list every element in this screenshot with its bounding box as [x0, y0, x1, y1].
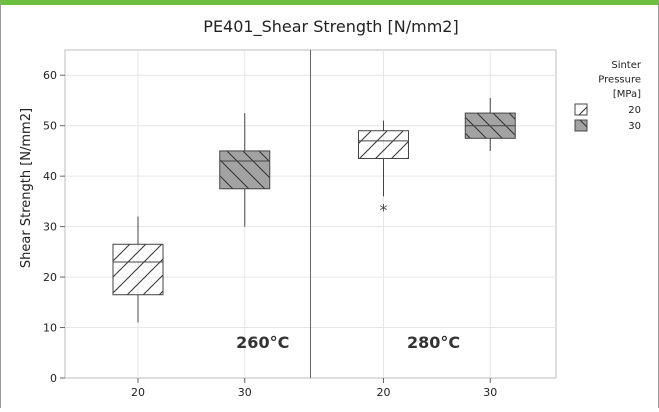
legend-label: 30 — [628, 121, 641, 132]
legend-swatch — [574, 103, 588, 116]
legend-title: [MPa] — [613, 89, 641, 100]
chart-title: PE401_Shear Strength [N/mm2] — [203, 17, 458, 37]
outlier-marker: * — [380, 200, 388, 219]
legend-title: Sinter — [611, 60, 642, 71]
y-tick-label: 20 — [43, 271, 57, 284]
x-tick-label: 20 — [131, 386, 145, 399]
y-tick-label: 10 — [43, 322, 57, 335]
legend-label: 20 — [628, 105, 641, 116]
x-tick-label: 30 — [238, 386, 252, 399]
y-tick-label: 50 — [43, 120, 57, 133]
box-iqr — [219, 150, 271, 190]
boxplot-chart: PE401_Shear Strength [N/mm2] Shear Stren… — [19, 17, 642, 399]
y-axis-label: Shear Strength [N/mm2] — [19, 108, 34, 268]
legend-swatch — [574, 119, 588, 132]
legend-title: Pressure — [598, 75, 641, 86]
box-iqr — [112, 243, 164, 296]
y-tick-label: 30 — [43, 221, 57, 234]
panel-label: 260°C — [236, 333, 289, 352]
box-iqr — [358, 130, 410, 159]
panel-label: 280°C — [407, 333, 460, 352]
y-tick-label: 60 — [43, 69, 57, 82]
x-tick-label: 30 — [483, 386, 497, 399]
y-tick-label: 0 — [50, 372, 57, 385]
x-tick-label: 20 — [377, 386, 391, 399]
y-tick-label: 40 — [43, 170, 57, 183]
